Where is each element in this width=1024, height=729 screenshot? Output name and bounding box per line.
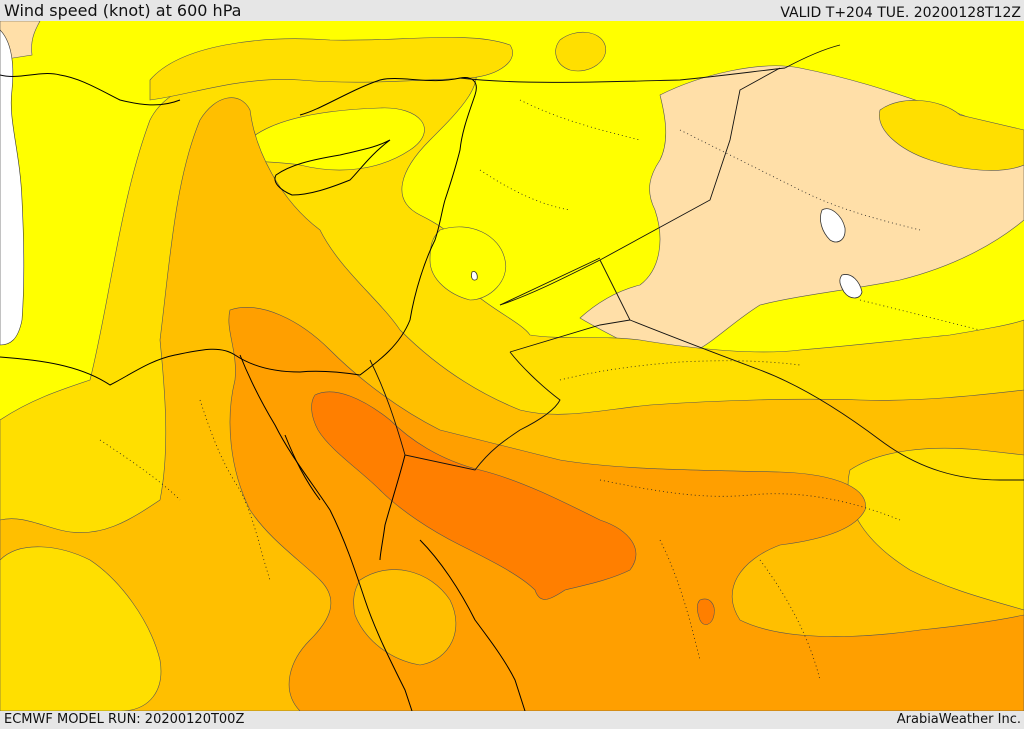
sea-west: [0, 29, 25, 346]
band-mid-island-se: [847, 447, 1024, 611]
band-midhigh-main: [0, 97, 1024, 711]
country-borders: [369, 44, 1024, 481]
sea-of-galilee: [471, 271, 478, 281]
band-highest-main: [311, 391, 637, 600]
wind-speed-map: [0, 21, 1024, 711]
admin-lines: [99, 99, 981, 681]
lake-razzaza: [839, 274, 863, 299]
map-footer: ECMWF MODEL RUN: 20200120T00Z ArabiaWeat…: [0, 711, 1024, 729]
band-mid-island-sw: [0, 546, 162, 711]
band-mid-blob-north: [149, 37, 513, 101]
model-run: ECMWF MODEL RUN: 20200120T00Z: [4, 712, 245, 727]
band-highest-spot: [697, 598, 715, 625]
band-low-lobe-north: [239, 107, 425, 171]
map-title: Wind speed (knot) at 600 hPa: [4, 1, 242, 20]
band-midhigh-island: [353, 569, 457, 666]
band-low-lobe-levant: [429, 226, 507, 301]
band-mid-blob-east: [879, 100, 1024, 171]
credit: ArabiaWeather Inc.: [896, 712, 1021, 727]
band-mid-blob-ne: [555, 32, 607, 72]
map-header: Wind speed (knot) at 600 hPa VALID T+204…: [0, 0, 1024, 21]
valid-time: VALID T+204 TUE. 20200128T12Z: [780, 5, 1021, 21]
coastlines: [0, 73, 526, 711]
lake-tharthar: [820, 208, 846, 243]
